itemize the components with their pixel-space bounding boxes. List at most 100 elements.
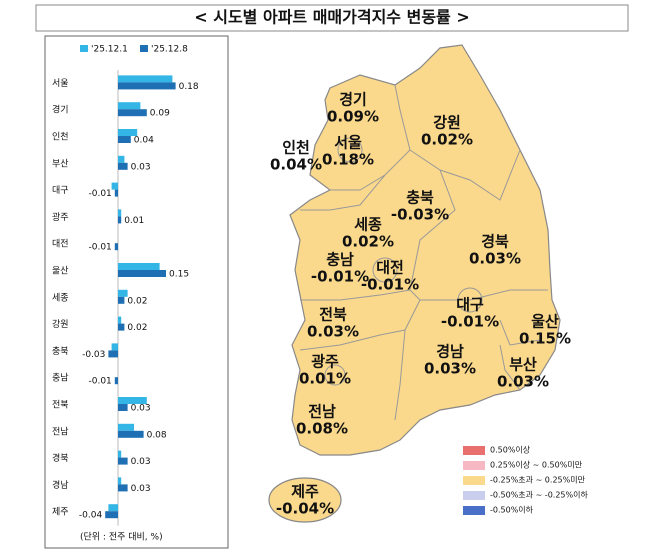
value-label: 0.08 — [147, 430, 167, 440]
border — [324, 364, 346, 386]
bar — [114, 189, 118, 197]
border — [337, 137, 363, 163]
region-value: 0.15% — [519, 330, 571, 348]
region-value: -0.03% — [391, 206, 449, 224]
value-label: -0.01 — [89, 377, 112, 387]
category-label: 전북 — [52, 400, 69, 411]
category-label: 인천 — [52, 132, 69, 143]
bar — [118, 289, 128, 297]
bar — [118, 209, 122, 217]
bar — [118, 423, 134, 431]
bar — [118, 323, 125, 331]
map-legend-swatch — [463, 461, 485, 470]
map-legend-label: -0.25%초과 ~ 0.25%미만 — [490, 476, 586, 485]
value-label: 0.02 — [127, 323, 147, 333]
value-label: -0.01 — [89, 243, 112, 253]
bar — [111, 182, 118, 190]
map-legend-label: -0.50%이하 — [490, 505, 534, 515]
region-name: 부산 — [509, 356, 537, 374]
title-box — [35, 4, 629, 32]
jeju-island — [268, 477, 342, 523]
bar — [118, 75, 173, 83]
bar — [114, 377, 118, 385]
category-label: 경북 — [52, 452, 69, 464]
map-legend-swatch — [463, 476, 485, 485]
value-label: 0.03 — [131, 484, 151, 494]
category-label: 경기 — [52, 104, 69, 116]
border — [300, 174, 386, 211]
region-name: 광주 — [311, 353, 339, 371]
border — [409, 149, 521, 201]
border — [300, 289, 411, 301]
category-label: 울산 — [52, 266, 69, 277]
value-label: 0.03 — [131, 404, 151, 414]
region-name: 충남 — [326, 251, 354, 269]
region-name: 서울 — [334, 134, 362, 152]
region-value: -0.01% — [311, 268, 369, 286]
category-label: 광주 — [52, 211, 69, 223]
region-value: 0.03% — [497, 373, 549, 391]
region-value: 0.08% — [296, 420, 348, 438]
bar — [118, 484, 128, 492]
category-label: 서울 — [52, 78, 69, 89]
value-label: 0.03 — [131, 457, 151, 467]
border — [420, 289, 548, 301]
value-label: 0.02 — [127, 296, 147, 306]
legend-label: '25.12.1 — [91, 45, 128, 55]
bar — [118, 263, 160, 270]
region-name: 경남 — [436, 343, 464, 361]
category-label: 대전 — [52, 239, 69, 250]
map-legend-swatch — [463, 491, 485, 500]
region-value: 0.03% — [424, 360, 476, 378]
bar — [118, 109, 147, 117]
region-name: 전북 — [319, 306, 347, 324]
border — [499, 319, 541, 346]
bar — [118, 296, 125, 304]
region-value: 0.02% — [421, 131, 473, 149]
category-label: 세종 — [52, 292, 69, 303]
region-name: 경북 — [481, 233, 509, 251]
bar — [118, 316, 122, 324]
bar — [118, 82, 176, 90]
value-label: 0.18 — [179, 82, 199, 92]
chart-panel — [44, 35, 229, 549]
map-legend-label: 0.25%이상 ~ 0.50%미만 — [490, 460, 583, 470]
region-name: 강원 — [433, 114, 461, 132]
bar — [118, 155, 125, 163]
category-label: 충북 — [52, 346, 69, 357]
bar — [118, 430, 144, 438]
value-label: -0.01 — [89, 189, 112, 199]
category-label: 전남 — [52, 426, 69, 437]
map-legend-swatch — [463, 446, 485, 455]
border — [372, 257, 398, 283]
border — [499, 344, 521, 391]
region-name: 대전 — [376, 259, 404, 277]
value-label: -0.03 — [82, 350, 105, 360]
category-label: 충남 — [52, 373, 69, 384]
bar — [118, 270, 166, 277]
region-name: 대구 — [456, 296, 484, 314]
bar — [108, 350, 118, 358]
region-value: -0.04% — [276, 500, 334, 518]
region-value: -0.01% — [441, 313, 499, 331]
bar — [118, 397, 147, 404]
region-value: 0.03% — [307, 323, 359, 341]
region-value: -0.01% — [361, 276, 419, 294]
map-legend-swatch — [463, 506, 485, 515]
category-label: 부산 — [52, 158, 69, 169]
bar — [118, 129, 138, 136]
bar — [111, 343, 118, 351]
legend-swatch — [140, 45, 148, 52]
category-label: 대구 — [52, 185, 69, 196]
bar — [118, 136, 131, 143]
value-label: 0.09 — [150, 109, 170, 119]
region-borders — [299, 84, 548, 421]
bar — [118, 404, 128, 411]
category-label: 강원 — [52, 319, 69, 330]
legend-swatch — [80, 45, 88, 52]
border — [299, 299, 421, 351]
bar — [118, 102, 141, 110]
value-label: 0.03 — [131, 162, 151, 172]
legend-label: '25.12.8 — [151, 45, 188, 55]
